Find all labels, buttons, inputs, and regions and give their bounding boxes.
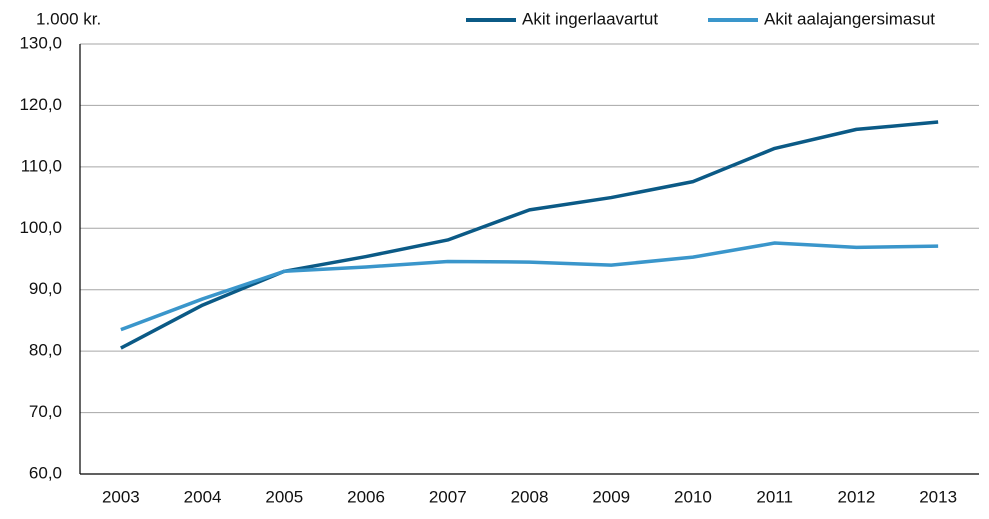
y-tick-label: 120,0 <box>19 95 62 114</box>
y-axis-label: 1.000 kr. <box>36 9 101 28</box>
x-tick-label: 2007 <box>429 487 467 506</box>
x-tick-label: 2008 <box>511 487 549 506</box>
x-tick-label: 2010 <box>674 487 712 506</box>
y-tick-label: 80,0 <box>29 341 62 360</box>
y-tick-label: 90,0 <box>29 279 62 298</box>
y-tick-label: 130,0 <box>19 33 62 52</box>
x-tick-label: 2003 <box>102 487 140 506</box>
legend-label: Akit ingerlaavartut <box>522 9 658 28</box>
x-tick-label: 2006 <box>347 487 385 506</box>
y-tick-label: 100,0 <box>19 218 62 237</box>
y-tick-label: 110,0 <box>21 156 62 175</box>
y-tick-label: 60,0 <box>29 463 62 482</box>
legend-label: Akit aalajangersimasut <box>764 9 935 28</box>
x-tick-label: 2005 <box>265 487 303 506</box>
x-tick-label: 2012 <box>837 487 875 506</box>
x-tick-label: 2011 <box>756 487 793 506</box>
y-tick-label: 70,0 <box>29 402 62 421</box>
series-line <box>120 241 939 332</box>
x-tick-label: 2009 <box>592 487 630 506</box>
x-tick-label: 2004 <box>184 487 222 506</box>
series-line <box>120 120 939 350</box>
x-tick-label: 2013 <box>919 487 957 506</box>
